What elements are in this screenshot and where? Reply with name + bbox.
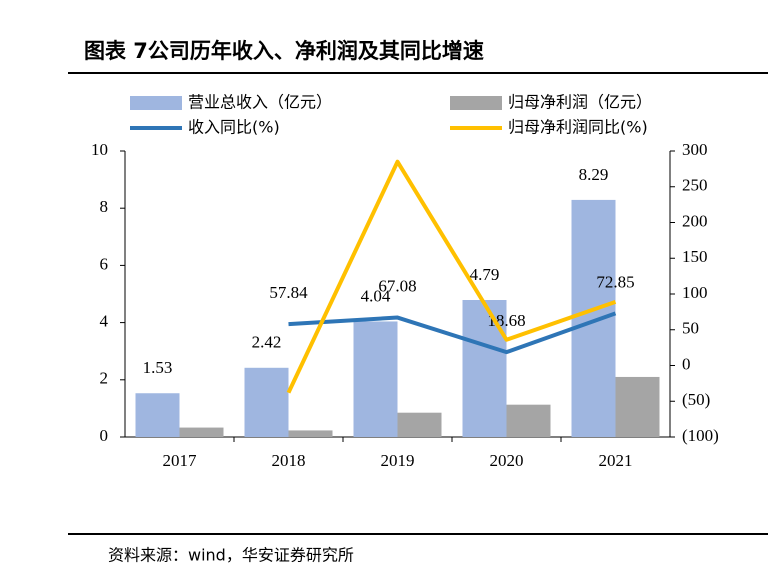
x-tick-label: 2017 bbox=[163, 451, 198, 470]
data-label: 8.29 bbox=[579, 165, 609, 184]
bar bbox=[397, 412, 442, 437]
y2-tick-label: 250 bbox=[682, 176, 708, 195]
x-tick-label: 2018 bbox=[272, 451, 306, 470]
source-note: 资料来源：wind，华安证券研究所 bbox=[108, 546, 354, 565]
chart-title: 图表 7公司历年收入、净利润及其同比增速 bbox=[84, 39, 484, 63]
legend-label: 收入同比(%) bbox=[188, 118, 280, 137]
y-tick-label: 4 bbox=[100, 312, 109, 331]
data-label: 2.42 bbox=[252, 333, 282, 352]
y2-tick-label: (100) bbox=[682, 426, 719, 445]
y2-tick-label: 50 bbox=[682, 319, 699, 338]
legend-label: 归母净利润同比(%) bbox=[508, 118, 648, 137]
y2-tick-label: (50) bbox=[682, 390, 710, 409]
y-tick-label: 6 bbox=[100, 254, 109, 273]
data-label: 1.53 bbox=[143, 358, 173, 377]
bar bbox=[353, 321, 398, 437]
data-label: 67.08 bbox=[378, 276, 416, 295]
y-tick-label: 0 bbox=[100, 426, 109, 445]
line-series bbox=[288, 311, 617, 355]
y-tick-label: 10 bbox=[91, 140, 108, 159]
bar bbox=[288, 430, 333, 437]
y-tick-label: 8 bbox=[100, 197, 109, 216]
x-tick-label: 2020 bbox=[490, 451, 524, 470]
y2-tick-label: 150 bbox=[682, 247, 708, 266]
bar bbox=[506, 404, 551, 437]
line-series bbox=[286, 159, 617, 394]
y2-tick-label: 300 bbox=[682, 140, 708, 159]
x-tick-label: 2021 bbox=[599, 451, 633, 470]
legend-label: 营业总收入（亿元） bbox=[188, 93, 332, 112]
y2-tick-label: 100 bbox=[682, 283, 708, 302]
legend-swatch bbox=[450, 96, 502, 110]
y2-tick-label: 200 bbox=[682, 211, 708, 230]
data-label: 72.85 bbox=[596, 272, 634, 291]
bar bbox=[571, 199, 616, 437]
data-label: 57.84 bbox=[269, 283, 308, 302]
bar bbox=[179, 427, 224, 437]
bar bbox=[615, 376, 660, 437]
x-tick-label: 2019 bbox=[381, 451, 415, 470]
y2-tick-label: 0 bbox=[682, 354, 691, 373]
y-tick-label: 2 bbox=[100, 369, 109, 388]
legend-swatch bbox=[130, 96, 182, 110]
bar bbox=[135, 393, 180, 437]
bar bbox=[462, 300, 507, 437]
legend-label: 归母净利润（亿元） bbox=[508, 93, 652, 112]
bar bbox=[244, 367, 289, 437]
data-label: 4.04 bbox=[361, 286, 391, 305]
data-label: 4.79 bbox=[470, 265, 500, 284]
